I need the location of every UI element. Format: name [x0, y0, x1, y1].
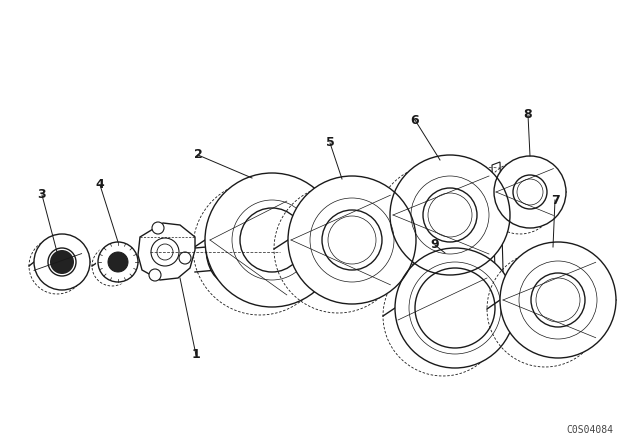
Text: 9: 9 — [431, 238, 439, 251]
Circle shape — [34, 234, 90, 290]
Circle shape — [288, 176, 416, 304]
Circle shape — [157, 244, 173, 260]
Text: 5: 5 — [326, 137, 334, 150]
Text: 1: 1 — [191, 349, 200, 362]
Circle shape — [96, 240, 140, 284]
Circle shape — [50, 250, 74, 274]
Circle shape — [152, 222, 164, 234]
Text: 6: 6 — [411, 113, 419, 126]
Circle shape — [390, 155, 510, 275]
Polygon shape — [492, 162, 505, 343]
Text: 7: 7 — [550, 194, 559, 207]
Circle shape — [500, 242, 616, 358]
Text: 2: 2 — [194, 148, 202, 161]
Text: 8: 8 — [524, 108, 532, 121]
Ellipse shape — [212, 221, 244, 275]
Text: 3: 3 — [38, 189, 46, 202]
Circle shape — [494, 156, 566, 228]
Circle shape — [395, 248, 515, 368]
Circle shape — [179, 252, 191, 264]
Circle shape — [108, 252, 128, 272]
Circle shape — [45, 254, 69, 278]
Ellipse shape — [206, 213, 250, 283]
Circle shape — [205, 173, 339, 307]
Polygon shape — [138, 223, 195, 280]
Text: 4: 4 — [95, 178, 104, 191]
Circle shape — [151, 238, 179, 266]
Text: C0S04084: C0S04084 — [566, 425, 614, 435]
Circle shape — [149, 269, 161, 281]
